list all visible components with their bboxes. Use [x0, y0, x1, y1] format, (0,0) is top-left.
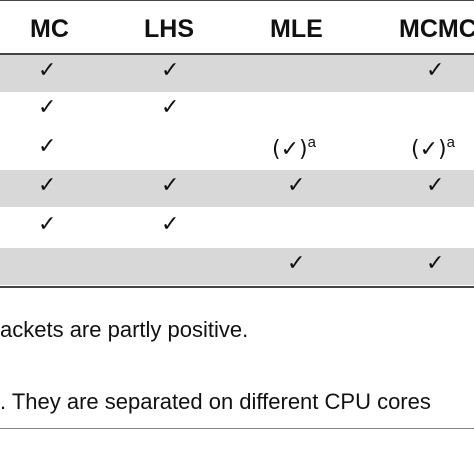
cell-mle: ✓ [287, 173, 306, 198]
cell-mc: ✓ [38, 58, 57, 83]
column-header-mle: MLE [270, 15, 323, 43]
cell-mcmc-mark: (✓) [411, 137, 447, 162]
cell-lhs: ✓ [161, 212, 180, 237]
footer-rule [0, 428, 474, 429]
column-header-mcmc: MCMC [399, 15, 474, 43]
footnote-marker: a [307, 134, 316, 151]
bottom-rule [0, 286, 474, 288]
table-row: ✓ (✓)a (✓)a [0, 131, 474, 168]
cell-mle: ✓ [287, 251, 306, 276]
cell-mle: (✓)a [272, 134, 316, 162]
table-row: ✓ ✓ ✓ ✓ [0, 170, 474, 207]
cell-mle-mark: (✓) [272, 137, 308, 162]
cell-mcmc: ✓ [426, 173, 445, 198]
column-header-mc: MC [30, 15, 69, 43]
column-header-lhs: LHS [144, 15, 194, 43]
cell-mc: ✓ [38, 95, 57, 120]
cell-mc: ✓ [38, 212, 57, 237]
table-row: ✓ ✓ [0, 248, 474, 285]
cell-lhs: ✓ [161, 173, 180, 198]
footnote-line-1: ackets are partly positive. [0, 317, 249, 342]
cell-lhs: ✓ [161, 95, 180, 120]
table-row: ✓ ✓ [0, 92, 474, 129]
table-header: MC LHS MLE MCMC [0, 1, 474, 54]
header-rule [0, 53, 474, 55]
footnote-line-2: . They are separated on different CPU co… [0, 389, 431, 414]
table-row: ✓ ✓ [0, 209, 474, 246]
cell-mcmc: ✓ [426, 58, 445, 83]
cell-mcmc: ✓ [426, 251, 445, 276]
cell-lhs: ✓ [161, 58, 180, 83]
cell-mc: ✓ [38, 173, 57, 198]
table-row: ✓ ✓ ✓ [0, 55, 474, 92]
footnote-marker: a [446, 134, 455, 151]
cell-mcmc: (✓)a [411, 134, 455, 162]
cell-mc: ✓ [38, 134, 57, 159]
top-rule [0, 0, 474, 1]
